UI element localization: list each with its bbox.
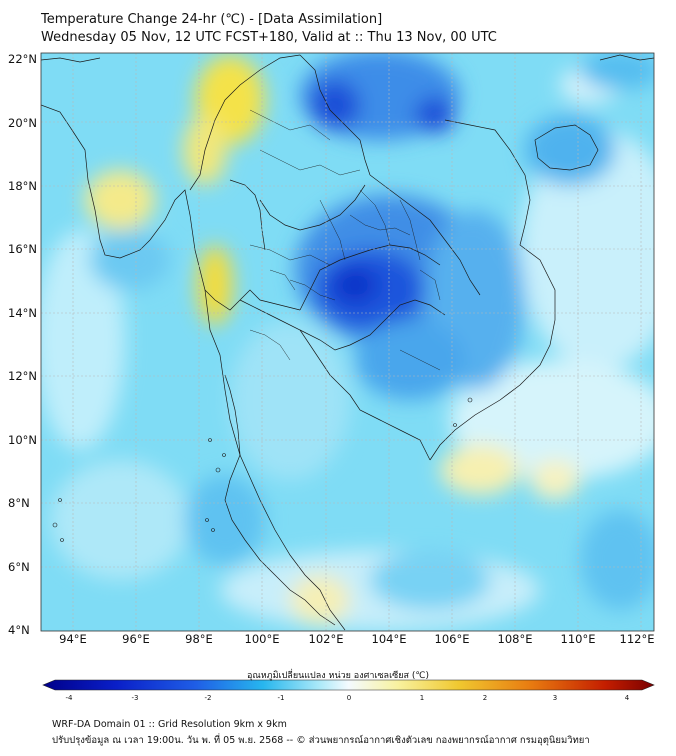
lon-label: 106°E xyxy=(434,632,470,646)
islands xyxy=(52,397,473,542)
colorbar-tick: -3 xyxy=(131,694,139,702)
lat-label: 18°N xyxy=(8,179,37,193)
colorbar-tick: 1 xyxy=(419,694,425,702)
map-frame xyxy=(40,52,655,632)
colorbar-tick: -1 xyxy=(277,694,285,702)
colorbar-tick: -4 xyxy=(65,694,73,702)
lat-label: 12°N xyxy=(8,369,37,383)
lon-label: 100°E xyxy=(244,632,280,646)
colorbar xyxy=(42,679,655,691)
lon-label: 104°E xyxy=(371,632,407,646)
lat-label: 4°N xyxy=(8,623,30,637)
colorbar-tick: 3 xyxy=(552,694,558,702)
lon-label: 110°E xyxy=(560,632,596,646)
footer-credit: ปรับปรุงข้อมูล ณ เวลา 19:00น. วัน พ. ที่… xyxy=(52,735,590,746)
coastlines xyxy=(41,54,654,631)
lat-label: 20°N xyxy=(8,116,37,130)
footer-model-info: WRF-DA Domain 01 :: Grid Resolution 9km … xyxy=(52,719,287,730)
graticule xyxy=(41,53,654,631)
lon-label: 96°E xyxy=(122,632,150,646)
lon-label: 102°E xyxy=(308,632,344,646)
lat-label: 10°N xyxy=(8,433,37,447)
colorbar-tick: 0 xyxy=(346,694,352,702)
colorbar-tick: 4 xyxy=(624,694,630,702)
lat-label: 22°N xyxy=(8,52,37,66)
colorbar-tick: -2 xyxy=(204,694,212,702)
province-borders xyxy=(249,109,441,371)
colorbar-label: อุณหภูมิเปลี่ยนแปลง หน่วย องศาเซลเซียส (… xyxy=(246,671,430,681)
lat-label: 14°N xyxy=(8,306,37,320)
chart-subtitle: Wednesday 05 Nov, 12 UTC FCST+180, Valid… xyxy=(41,30,497,45)
lat-label: 6°N xyxy=(8,560,30,574)
lat-label: 8°N xyxy=(8,496,30,510)
lat-label: 16°N xyxy=(8,242,37,256)
lon-label: 98°E xyxy=(185,632,213,646)
lon-label: 112°E xyxy=(619,632,655,646)
temperature-field xyxy=(41,53,654,631)
lon-label: 108°E xyxy=(497,632,533,646)
colorbar-tick: 2 xyxy=(482,694,488,702)
lon-label: 94°E xyxy=(59,632,87,646)
chart-title: Temperature Change 24-hr (℃) - [Data Ass… xyxy=(41,12,383,27)
